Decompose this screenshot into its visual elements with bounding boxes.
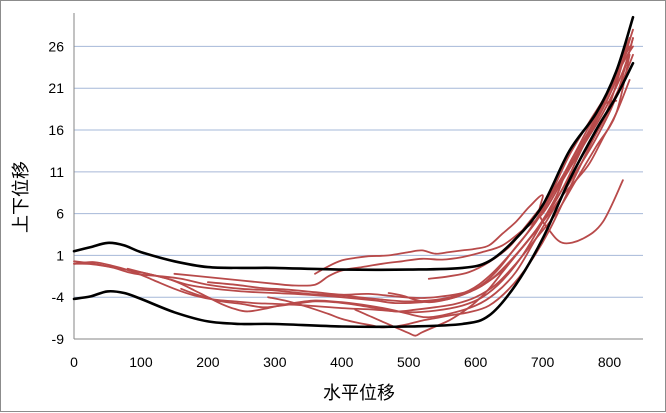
x-tick-label: 600 <box>464 354 488 370</box>
y-tick-label: 26 <box>48 38 64 54</box>
envelope-series-group <box>72 15 635 329</box>
x-tick-label: 200 <box>196 354 220 370</box>
x-tick-label: 400 <box>330 354 354 370</box>
sample-series-line-1 <box>73 37 631 303</box>
x-tick-label: 100 <box>129 354 153 370</box>
sample-series-line-8 <box>267 37 631 329</box>
sample-series-line-12 <box>427 99 618 280</box>
sample-series-line-3 <box>73 28 634 305</box>
y-axis-title: 上下位移 <box>11 161 32 233</box>
axes <box>73 13 643 340</box>
x-tick-label: 300 <box>263 354 287 370</box>
y-tick-label: 1 <box>56 247 64 263</box>
upper-envelope-line <box>72 15 635 272</box>
y-tick-label: 6 <box>56 206 64 222</box>
x-tick-label: 800 <box>598 354 622 370</box>
y-tick-label: 16 <box>48 122 64 138</box>
gridlines <box>74 45 643 340</box>
y-tick-label: -4 <box>52 289 65 305</box>
sample-series-line-4 <box>173 37 634 287</box>
y-tick-label: 11 <box>49 164 64 180</box>
sample-series-line-2 <box>73 45 634 314</box>
x-tick-label: 0 <box>70 354 78 370</box>
sample-series-line-9 <box>354 45 631 337</box>
sample-series-line-5 <box>314 179 624 275</box>
y-tick-label: -9 <box>52 331 65 347</box>
x-tick-label: 500 <box>397 354 421 370</box>
lower-envelope-line <box>72 61 635 329</box>
x-tick-label: 700 <box>531 354 555 370</box>
sample-series-line-7 <box>126 37 634 319</box>
x-axis-title: 水平位移 <box>323 383 395 404</box>
sample-series-line-11 <box>207 53 634 299</box>
y-tick-label: 21 <box>48 80 64 96</box>
sample-series-group <box>73 28 634 337</box>
